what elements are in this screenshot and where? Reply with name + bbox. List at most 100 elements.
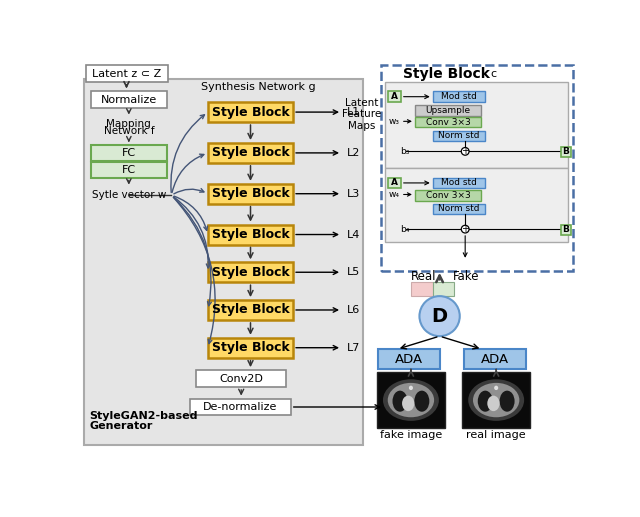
Circle shape [461, 225, 469, 233]
FancyArrowPatch shape [171, 115, 204, 192]
Text: Style Block: Style Block [403, 67, 490, 81]
Text: Style Block: Style Block [212, 266, 289, 279]
Text: Style Block: Style Block [212, 146, 289, 159]
Text: Generator: Generator [90, 421, 153, 431]
Text: w₄: w₄ [389, 190, 400, 199]
Text: L1: L1 [348, 107, 360, 117]
Text: StyleGAN2-based: StyleGAN2-based [90, 411, 198, 421]
Bar [377, 372, 445, 428]
Ellipse shape [468, 379, 524, 421]
Ellipse shape [500, 391, 515, 412]
Text: +: + [461, 224, 469, 234]
Text: Fake: Fake [452, 269, 479, 283]
Bar [385, 169, 568, 242]
Bar [208, 143, 293, 163]
Text: +: + [461, 146, 469, 156]
Text: Normalize: Normalize [100, 95, 157, 105]
Text: FC: FC [122, 148, 136, 158]
Bar [415, 117, 481, 128]
Text: Style Block: Style Block [212, 303, 289, 316]
Text: ADA: ADA [481, 353, 509, 366]
Ellipse shape [392, 391, 408, 412]
FancyArrowPatch shape [174, 189, 204, 194]
Text: Style Block: Style Block [212, 187, 289, 200]
Ellipse shape [478, 391, 493, 412]
Bar [433, 92, 485, 102]
Bar [208, 102, 293, 122]
Text: w₃: w₃ [389, 117, 400, 126]
Bar [433, 282, 454, 296]
Ellipse shape [487, 396, 500, 411]
Ellipse shape [414, 391, 429, 412]
FancyArrowPatch shape [173, 197, 211, 306]
Circle shape [419, 296, 460, 336]
Text: L5: L5 [348, 267, 360, 277]
Bar [381, 65, 573, 271]
Bar [378, 349, 440, 369]
Bar [561, 147, 571, 157]
Bar [86, 65, 168, 82]
Bar [208, 338, 293, 358]
Text: Real: Real [412, 269, 437, 283]
Text: A: A [391, 92, 398, 101]
Bar [415, 190, 481, 201]
Text: De-normalize: De-normalize [204, 402, 278, 412]
Text: Style Block: Style Block [212, 105, 289, 118]
Text: Latent z ⊂ Z: Latent z ⊂ Z [92, 69, 161, 79]
Text: b₃: b₃ [400, 147, 410, 156]
Text: Norm std: Norm std [438, 131, 480, 140]
Text: fake image: fake image [380, 431, 442, 440]
FancyArrowPatch shape [173, 197, 210, 268]
Bar [208, 262, 293, 282]
Bar [433, 131, 485, 141]
Text: b₄: b₄ [400, 224, 410, 234]
Text: A: A [391, 178, 398, 188]
Circle shape [461, 147, 469, 155]
Text: B: B [562, 225, 569, 234]
Text: Conv2D: Conv2D [220, 373, 263, 384]
Text: Conv 3×3: Conv 3×3 [426, 117, 470, 127]
Bar [190, 399, 291, 416]
Text: B: B [562, 147, 569, 156]
Text: Mod std: Mod std [441, 92, 477, 101]
Bar [208, 224, 293, 245]
Bar [208, 300, 293, 320]
Text: D: D [431, 307, 447, 326]
Bar [415, 105, 481, 116]
Text: L4: L4 [348, 230, 361, 239]
Text: L2: L2 [348, 148, 361, 158]
Ellipse shape [494, 386, 498, 390]
Bar [462, 372, 531, 428]
Text: c: c [491, 69, 497, 80]
Text: FC: FC [122, 165, 136, 175]
Bar [91, 92, 167, 108]
Bar [91, 145, 167, 161]
Bar [84, 79, 363, 445]
Text: Network f: Network f [104, 126, 154, 136]
Text: L7: L7 [348, 343, 361, 353]
Bar [433, 177, 485, 188]
Ellipse shape [473, 383, 520, 417]
Text: Mapping: Mapping [106, 118, 151, 129]
Bar [463, 349, 525, 369]
FancyArrowPatch shape [174, 196, 207, 231]
Bar [561, 224, 571, 235]
Bar [196, 370, 286, 387]
Text: Mod std: Mod std [441, 178, 477, 188]
Bar [91, 162, 167, 177]
Ellipse shape [383, 379, 439, 421]
Bar [388, 177, 401, 188]
Text: real image: real image [467, 431, 526, 440]
Text: Style Block: Style Block [212, 341, 289, 354]
Bar [208, 184, 293, 204]
FancyArrowPatch shape [173, 197, 215, 343]
Ellipse shape [402, 396, 414, 411]
FancyArrowPatch shape [172, 154, 204, 192]
Ellipse shape [409, 386, 413, 390]
Text: Synthesis Network g: Synthesis Network g [201, 82, 316, 92]
Text: Upsample: Upsample [426, 106, 470, 115]
Text: Sytle vector w: Sytle vector w [92, 190, 166, 200]
Text: Latent
Feature
Maps: Latent Feature Maps [342, 98, 381, 131]
Text: Norm std: Norm std [438, 204, 480, 213]
Bar [411, 282, 433, 296]
